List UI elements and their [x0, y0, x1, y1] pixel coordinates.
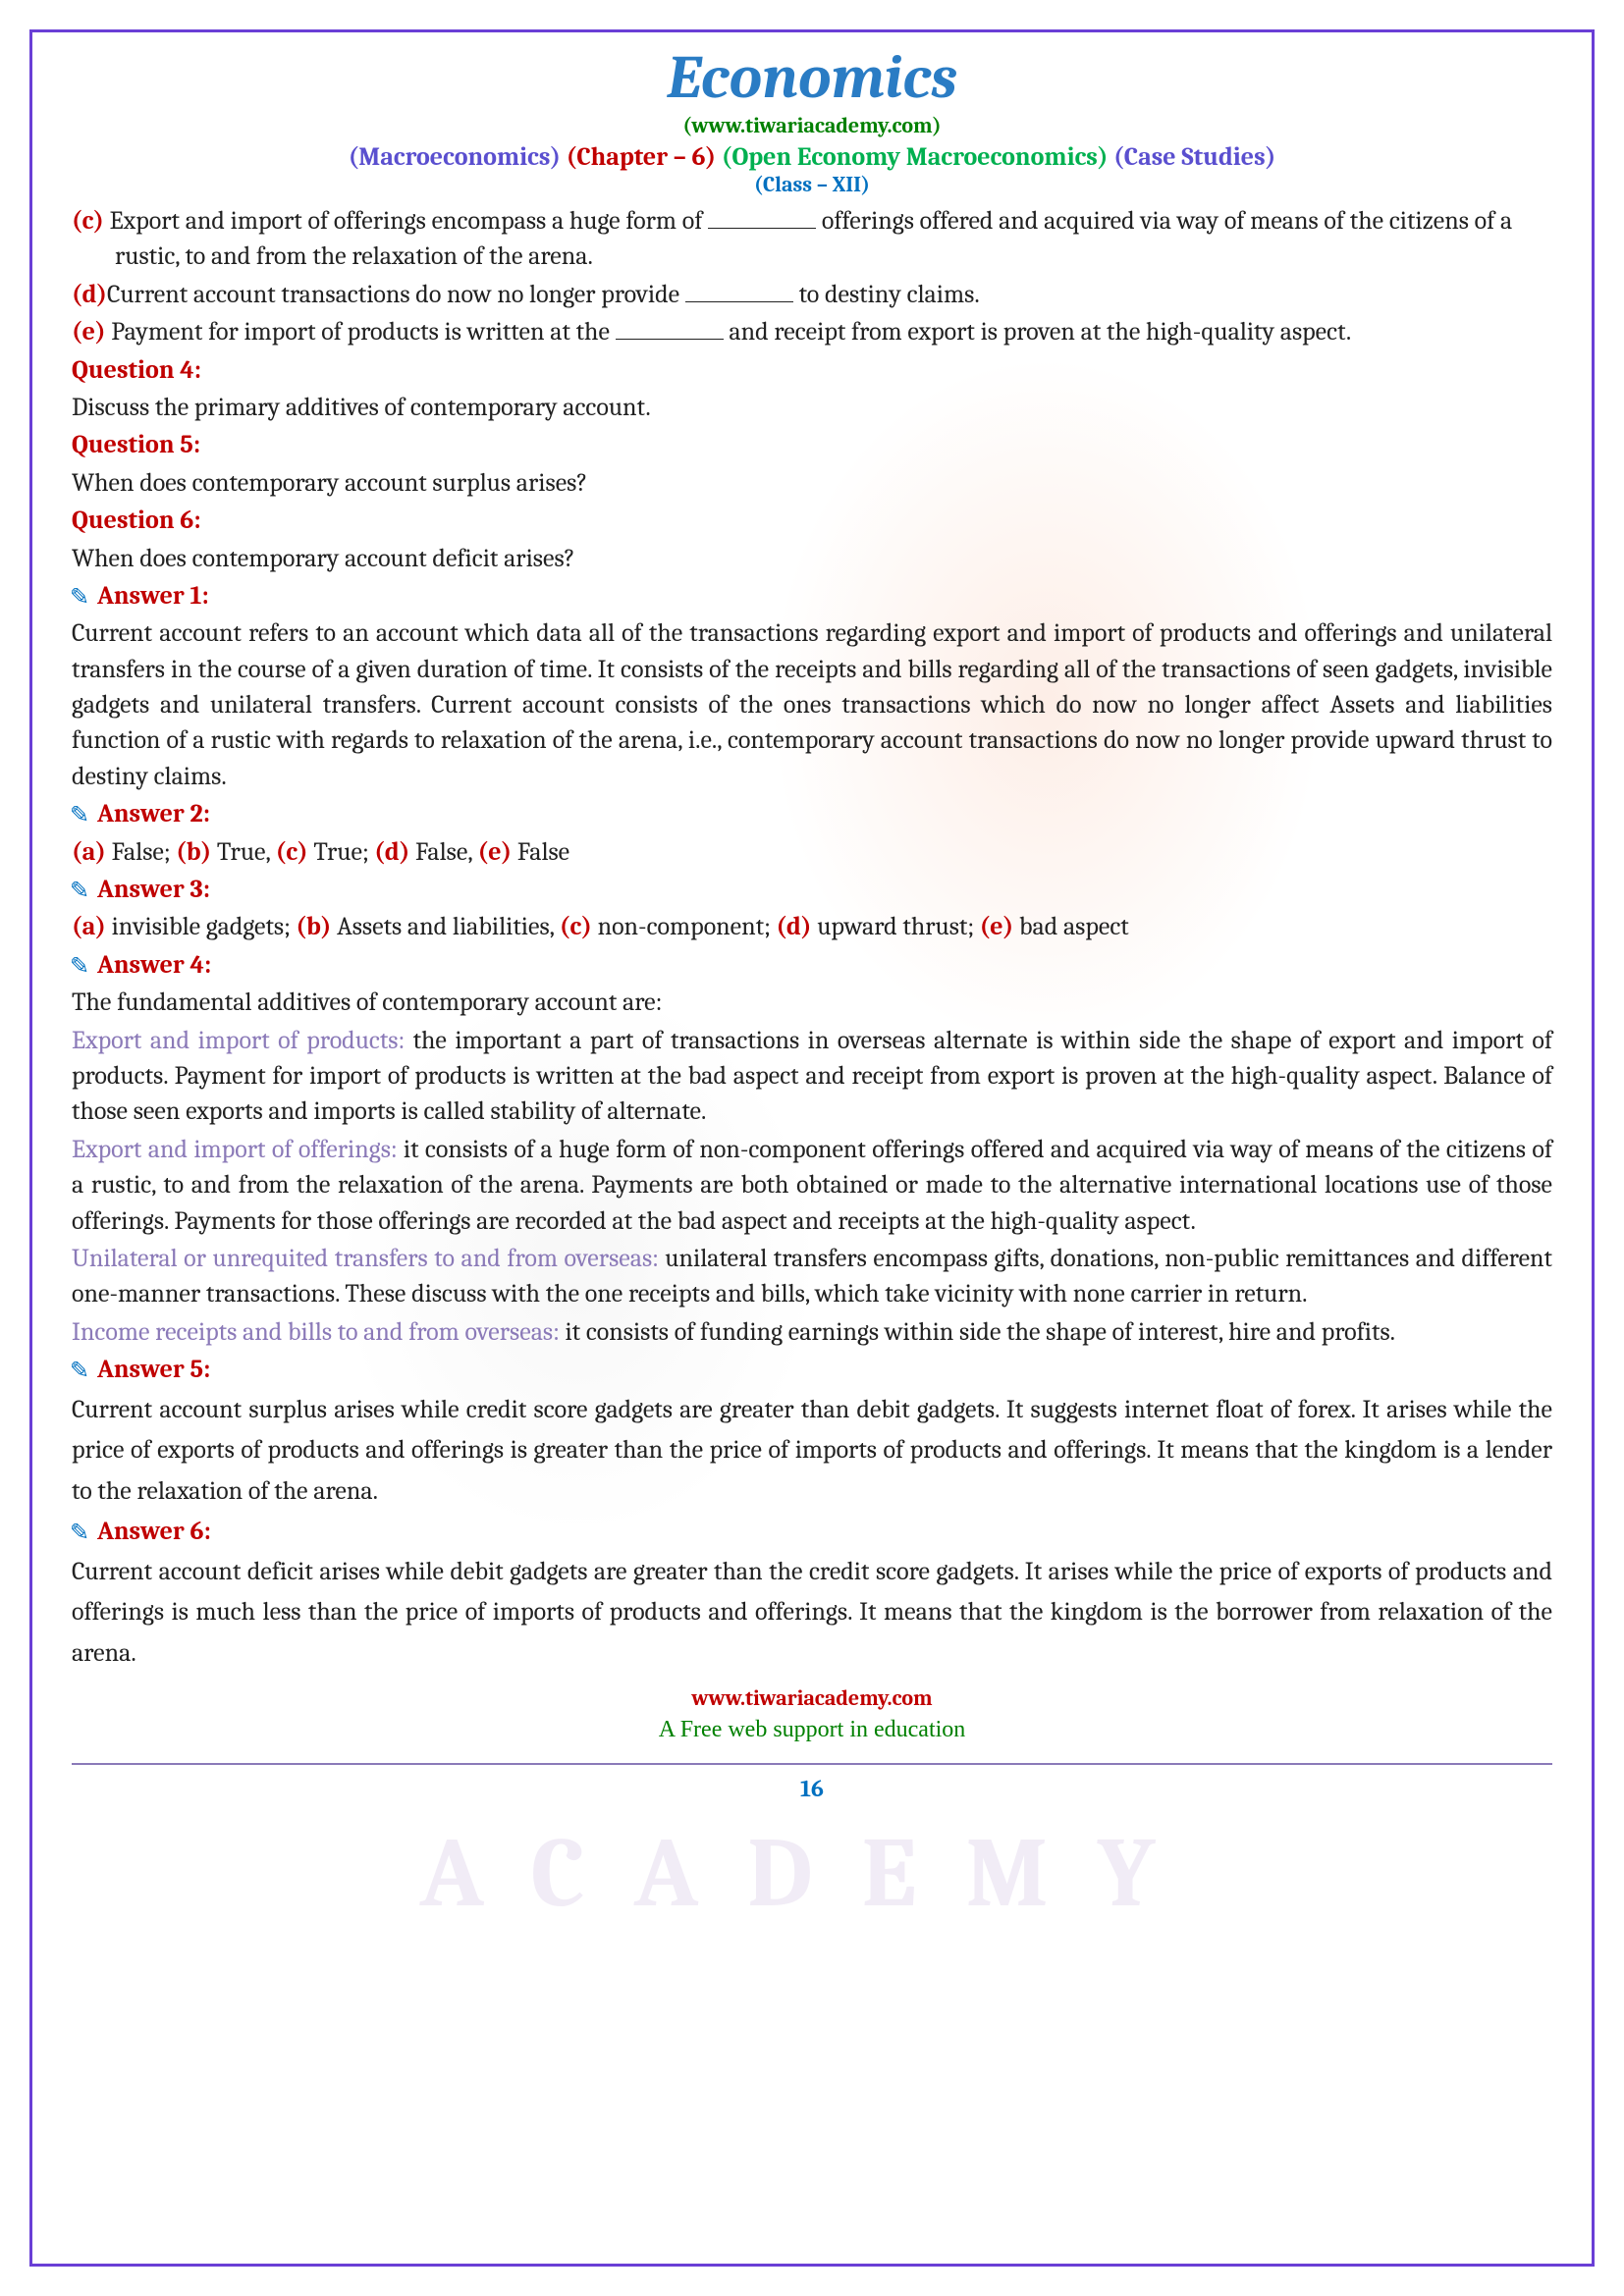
a3-c: (c) — [560, 912, 598, 941]
a2-d: (d) — [374, 837, 415, 867]
a4-s3-head: Unilateral or unrequited transfers to an… — [72, 1244, 665, 1273]
a4-s4: Income receipts and bills to and from ov… — [72, 1314, 1552, 1350]
a4-s2: Export and import of offerings: it consi… — [72, 1132, 1552, 1239]
a3-a-txt: invisible gadgets; — [112, 912, 297, 941]
option-e-label: (e) — [72, 317, 111, 347]
a2-c-txt: True; — [313, 837, 374, 867]
blank-d — [685, 279, 793, 301]
class-label: (Class – XII) — [72, 172, 1552, 197]
a3-head-line: Answer 3: — [72, 872, 1552, 907]
a1-body: Current account refers to an account whi… — [72, 615, 1552, 794]
option-e: (e) Payment for import of products is wr… — [72, 314, 1552, 349]
a4-s4-head: Income receipts and bills to and from ov… — [72, 1317, 565, 1347]
a2-body: (a) False; (b) True, (c) True; (d) False… — [72, 834, 1552, 870]
a3-b-txt: Assets and liabilities, — [337, 912, 560, 941]
option-c-text1: Export and import of offerings encompass… — [110, 206, 709, 236]
chapter-line: (Macroeconomics) (Chapter – 6) (Open Eco… — [72, 142, 1552, 172]
a4-s2-head: Export and import of offerings: — [72, 1135, 404, 1164]
page-number: 16 — [800, 1775, 824, 1802]
a3-head: Answer 3: — [97, 875, 210, 904]
a3-e: (e) — [980, 912, 1019, 941]
a6-head: Answer 6: — [97, 1517, 211, 1546]
a3-e-txt: bad aspect — [1019, 912, 1129, 941]
pencil-icon — [72, 881, 93, 902]
q6-body: When does contemporary account deficit a… — [72, 541, 1552, 576]
case-studies: (Case Studies) — [1113, 142, 1275, 172]
q4-body: Discuss the primary additives of contemp… — [72, 390, 1552, 425]
a5-body: Current account surplus arises while cre… — [72, 1390, 1552, 1513]
a1-head: Answer 1: — [97, 581, 209, 611]
a6-head-line: Answer 6: — [72, 1514, 1552, 1549]
footer-website: www.tiwariacademy.com — [72, 1683, 1552, 1714]
pencil-icon — [72, 587, 93, 609]
option-e-text1: Payment for import of products is writte… — [111, 317, 615, 347]
a2-c: (c) — [276, 837, 314, 867]
option-d-text2: to destiny claims. — [793, 280, 980, 309]
a2-b: (b) — [176, 837, 217, 867]
page-number-line: 16 — [72, 1763, 1552, 1806]
chapter-name: (Open Economy Macroeconomics) — [722, 142, 1109, 172]
page-border: Economics (www.tiwariacademy.com) (Macro… — [29, 29, 1595, 2267]
option-d-text1: Current account transactions do now no l… — [107, 280, 685, 309]
a4-head-line: Answer 4: — [72, 947, 1552, 983]
a2-d-txt: False, — [415, 837, 478, 867]
macro-label: (Macroeconomics) — [349, 142, 561, 172]
a4-s4-body: it consists of funding earnings within s… — [565, 1317, 1395, 1347]
footer: www.tiwariacademy.com A Free web support… — [72, 1683, 1552, 1746]
q5-head: Question 5: — [72, 427, 1552, 462]
option-d: (d)Current account transactions do now n… — [72, 277, 1552, 312]
a5-head: Answer 5: — [97, 1355, 210, 1384]
footer-tagline: A Free web support in education — [72, 1714, 1552, 1747]
a2-a-txt: False; — [112, 837, 177, 867]
a5-head-line: Answer 5: — [72, 1352, 1552, 1387]
q4-head: Question 4: — [72, 352, 1552, 388]
option-c: (c) Export and import of offerings encom… — [72, 203, 1552, 275]
a4-intro: The fundamental additives of contemporar… — [72, 985, 1552, 1020]
a3-d-txt: upward thrust; — [817, 912, 980, 941]
a1-head-line: Answer 1: — [72, 578, 1552, 614]
website-line: (www.tiwariacademy.com) — [72, 113, 1552, 138]
a4-head: Answer 4: — [97, 950, 211, 980]
blank-c — [708, 206, 816, 229]
pencil-icon — [72, 956, 93, 978]
a4-s3: Unilateral or unrequited transfers to an… — [72, 1241, 1552, 1312]
a2-e-txt: False — [517, 837, 569, 867]
pencil-icon — [72, 805, 93, 827]
pencil-icon — [72, 1361, 93, 1382]
a2-b-txt: True, — [217, 837, 276, 867]
a4-s1-head: Export and import of products: — [72, 1026, 413, 1055]
a3-body: (a) invisible gadgets; (b) Assets and li… — [72, 909, 1552, 944]
a2-a: (a) — [72, 837, 112, 867]
option-e-text2: and receipt from export is proven at the… — [724, 317, 1352, 347]
a3-b: (b) — [296, 912, 337, 941]
a3-a: (a) — [72, 912, 112, 941]
option-c-label: (c) — [72, 206, 110, 236]
a2-e: (e) — [478, 837, 517, 867]
pencil-icon — [72, 1522, 93, 1544]
a2-head: Answer 2: — [97, 799, 210, 828]
watermark: ACADEMY — [419, 1817, 1204, 1930]
content-body: (c) Export and import of offerings encom… — [72, 203, 1552, 1806]
a4-s1: Export and import of products: the impor… — [72, 1023, 1552, 1130]
q6-head: Question 6: — [72, 503, 1552, 538]
chapter-num: (Chapter – 6) — [567, 142, 716, 172]
a3-d: (d) — [776, 912, 817, 941]
option-d-label: (d) — [72, 280, 107, 309]
a6-body: Current account deficit arises while deb… — [72, 1552, 1552, 1675]
blank-e — [616, 317, 724, 340]
q5-body: When does contemporary account surplus a… — [72, 465, 1552, 501]
a3-c-txt: non-component; — [598, 912, 777, 941]
page-title: Economics — [72, 42, 1552, 113]
a2-head-line: Answer 2: — [72, 796, 1552, 831]
